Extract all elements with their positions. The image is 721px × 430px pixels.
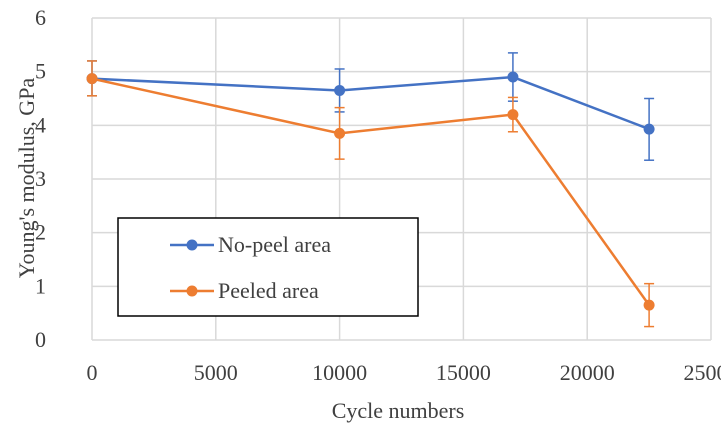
- series-0: [86, 52, 655, 161]
- data-point: [643, 123, 655, 135]
- legend-entry-1: Peeled area: [170, 278, 319, 303]
- data-point: [86, 73, 98, 85]
- data-point: [507, 109, 519, 121]
- x-tick-label: 5000: [194, 360, 238, 385]
- data-point: [334, 127, 346, 139]
- x-tick-label: 0: [87, 360, 98, 385]
- x-tick-label: 25000: [684, 360, 721, 385]
- x-tick-label: 20000: [560, 360, 615, 385]
- series-1: [86, 60, 655, 328]
- legend: No-peel area Peeled area: [117, 217, 419, 317]
- y-tick-label: 1: [35, 273, 46, 298]
- axes: 0 1 2 3 4 5 6 0 5000 10000 15000 20000 25000: [35, 5, 721, 385]
- y-tick-label: 6: [35, 5, 46, 30]
- data-point: [507, 71, 519, 83]
- data-point: [643, 299, 655, 311]
- y-tick-label: 0: [35, 327, 46, 352]
- x-tick-label: 10000: [312, 360, 367, 385]
- legend-label: No-peel area: [218, 232, 331, 257]
- y-tick-label: 3: [35, 166, 46, 191]
- y-axis-title: Young's modulus, GPa: [14, 78, 39, 279]
- legend-label: Peeled area: [218, 278, 319, 303]
- series-line: [91, 75, 650, 131]
- series-line: [91, 77, 651, 306]
- y-tick-label: 4: [35, 112, 46, 137]
- series: [86, 52, 655, 328]
- y-tick-label: 2: [35, 220, 46, 245]
- legend-entry-0: No-peel area: [170, 232, 331, 257]
- legend-box: [117, 217, 419, 317]
- y-tick-label: 5: [35, 59, 46, 84]
- legend-swatch-marker: [186, 285, 198, 297]
- x-axis-title: Cycle numbers: [332, 398, 465, 423]
- x-tick-label: 15000: [436, 360, 491, 385]
- legend-swatch-marker: [186, 239, 198, 251]
- data-point: [334, 84, 346, 96]
